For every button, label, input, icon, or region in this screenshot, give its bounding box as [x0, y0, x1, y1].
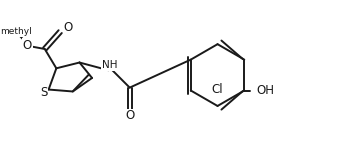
Text: OH: OH: [256, 84, 274, 97]
Text: O: O: [125, 109, 134, 122]
Text: O: O: [23, 39, 32, 52]
Text: Cl: Cl: [212, 83, 223, 96]
Text: methyl: methyl: [0, 27, 32, 36]
Text: S: S: [40, 86, 47, 99]
Text: O: O: [63, 21, 72, 34]
Text: NH: NH: [102, 60, 117, 70]
